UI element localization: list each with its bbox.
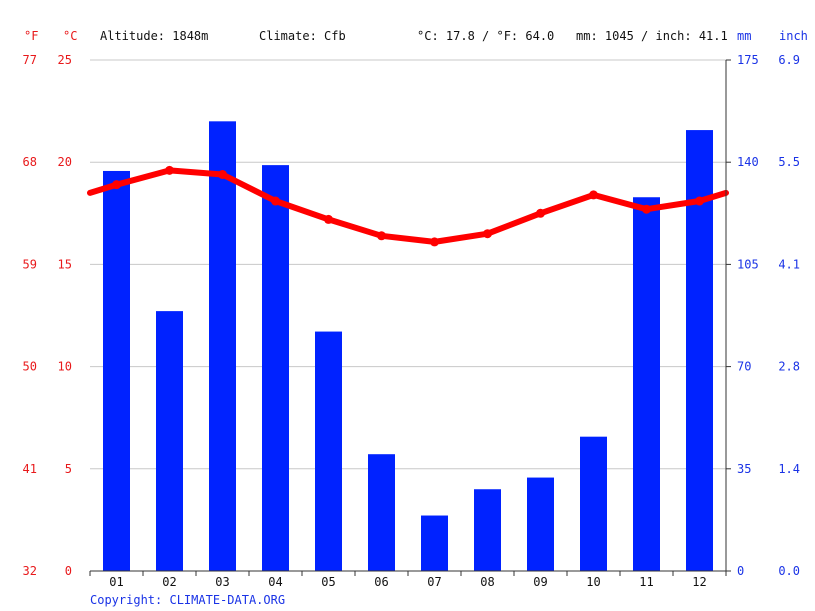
precipitation-bars xyxy=(103,121,713,572)
precipitation-bar xyxy=(262,165,289,571)
temperature-point xyxy=(536,208,545,218)
temperature-point xyxy=(271,196,280,206)
unit-celsius-label: °C xyxy=(63,29,77,43)
temperature-point xyxy=(642,204,651,214)
month-tick-label: 03 xyxy=(215,575,229,589)
month-tick-label: 08 xyxy=(480,575,494,589)
axes: 0 32 0 0.0 5 41 35 1.4 10 50 70 2.8 15 59 105 4.1 20 68 14… xyxy=(23,53,800,589)
month-tick-label: 10 xyxy=(586,575,600,589)
precipitation-total-label: mm: 1045 / inch: 41.1 xyxy=(576,29,728,43)
mm-tick-label: 70 xyxy=(737,360,751,374)
temperature-line-path xyxy=(87,167,729,245)
climate-label: Climate: Cfb xyxy=(259,29,346,43)
unit-inch-label: inch xyxy=(779,29,808,43)
month-tick-label: 02 xyxy=(162,575,176,589)
fahrenheit-tick-label: 41 xyxy=(23,462,37,476)
mm-tick-label: 0 xyxy=(737,564,744,578)
celsius-tick-label: 0 xyxy=(65,564,72,578)
celsius-tick-label: 25 xyxy=(58,53,72,67)
fahrenheit-tick-label: 68 xyxy=(23,155,37,169)
mm-tick-label: 105 xyxy=(737,257,759,271)
precipitation-bar xyxy=(315,331,342,571)
temperature-point xyxy=(695,196,704,206)
inch-tick-label: 1.4 xyxy=(778,462,800,476)
precipitation-bar xyxy=(103,170,130,571)
month-tick-label: 12 xyxy=(692,575,706,589)
temperature-point xyxy=(324,214,333,224)
mm-tick-label: 35 xyxy=(737,462,751,476)
temperature-point xyxy=(112,180,121,190)
temperature-point xyxy=(165,165,174,175)
precipitation-bar xyxy=(580,436,607,571)
fahrenheit-tick-label: 50 xyxy=(23,360,37,374)
temperature-line xyxy=(87,165,729,247)
month-tick-label: 04 xyxy=(268,575,282,589)
grid-lines xyxy=(90,59,726,470)
altitude-label: Altitude: 1848m xyxy=(100,29,208,43)
month-tick-label: 09 xyxy=(533,575,547,589)
precipitation-bar xyxy=(156,311,183,571)
fahrenheit-tick-label: 77 xyxy=(23,53,37,67)
precipitation-bar xyxy=(633,197,660,572)
precipitation-bar xyxy=(368,454,395,571)
copyright-label: Copyright: CLIMATE-DATA.ORG xyxy=(90,593,285,607)
precipitation-bar xyxy=(421,515,448,571)
celsius-tick-label: 10 xyxy=(58,360,72,374)
inch-tick-label: 5.5 xyxy=(778,155,800,169)
temperature-point xyxy=(483,229,492,239)
month-tick-label: 06 xyxy=(374,575,388,589)
temperature-point xyxy=(377,231,386,241)
unit-fahrenheit-label: °F xyxy=(24,29,38,43)
month-tick-label: 01 xyxy=(109,575,123,589)
celsius-tick-label: 20 xyxy=(58,155,72,169)
inch-tick-label: 2.8 xyxy=(778,360,800,374)
celsius-tick-label: 15 xyxy=(58,257,72,271)
month-tick-label: 07 xyxy=(427,575,441,589)
precipitation-bar xyxy=(474,489,501,571)
month-tick-label: 05 xyxy=(321,575,335,589)
month-tick-label: 11 xyxy=(639,575,653,589)
temperature-average-label: °C: 17.8 / °F: 64.0 xyxy=(417,29,554,43)
inch-tick-label: 4.1 xyxy=(778,257,800,271)
temperature-point xyxy=(589,190,598,200)
celsius-tick-label: 5 xyxy=(65,462,72,476)
precipitation-bar xyxy=(209,121,236,571)
unit-mm-label: mm xyxy=(737,29,751,43)
inch-tick-label: 0.0 xyxy=(778,564,800,578)
mm-tick-label: 175 xyxy=(737,53,759,67)
temperature-point xyxy=(218,169,227,179)
inch-tick-label: 6.9 xyxy=(778,53,800,67)
fahrenheit-tick-label: 32 xyxy=(23,564,37,578)
temperature-point xyxy=(430,237,439,247)
precipitation-bar xyxy=(527,477,554,571)
fahrenheit-tick-label: 59 xyxy=(23,257,37,271)
mm-tick-label: 140 xyxy=(737,155,759,169)
